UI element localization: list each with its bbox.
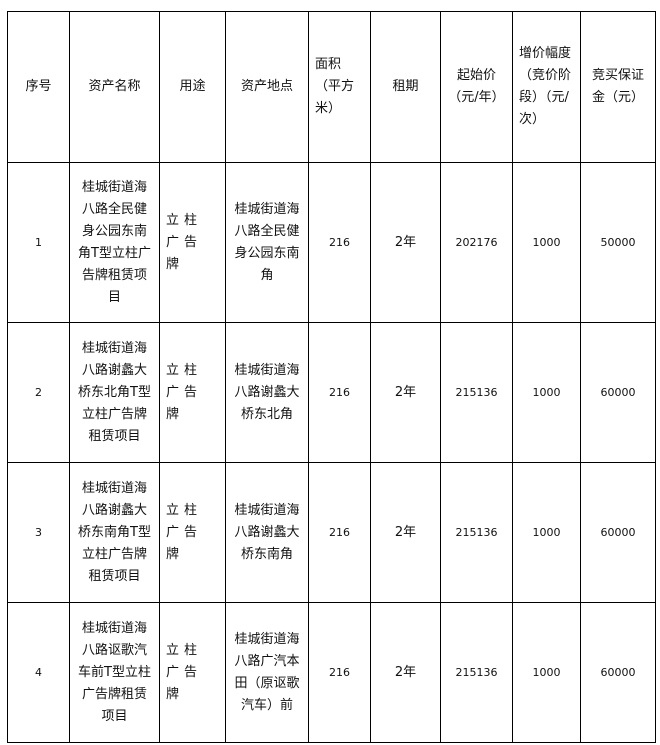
cell-area: 216 [308, 162, 371, 323]
cell-increment: 1000 [512, 322, 581, 463]
cell-deposit: 60000 [580, 322, 656, 463]
header-cell: 竞买保证金（元） [580, 11, 656, 163]
cell-deposit: 60000 [580, 602, 656, 743]
cell-location: 桂城街道海八路广汽本田（原讴歌汽车）前 [225, 602, 309, 743]
header-cell: 租期 [370, 11, 441, 163]
cell-deposit: 50000 [580, 162, 656, 323]
cell-start-price: 215136 [440, 602, 513, 743]
cell-start-price: 215136 [440, 322, 513, 463]
cell-use: 立柱广告牌 [159, 602, 226, 743]
cell-deposit: 60000 [580, 462, 656, 603]
cell-name: 桂城街道海八路谢蠡大桥东北角T型立柱广告牌租赁项目 [69, 322, 160, 463]
cell-start-price: 215136 [440, 462, 513, 603]
cell-term: 2年 [370, 322, 441, 463]
table-row: 4 桂城街道海八路讴歌汽车前T型立柱广告牌租赁项目 立柱广告牌 桂城街道海八路广… [7, 602, 656, 743]
cell-start-price: 202176 [440, 162, 513, 323]
cell-name: 桂城街道海八路讴歌汽车前T型立柱广告牌租赁项目 [69, 602, 160, 743]
header-cell: 序号 [7, 11, 70, 163]
cell-term: 2年 [370, 602, 441, 743]
cell-term: 2年 [370, 462, 441, 603]
header-cell: 资产地点 [225, 11, 309, 163]
cell-location: 桂城街道海八路谢蠡大桥东南角 [225, 462, 309, 603]
cell-increment: 1000 [512, 602, 581, 743]
cell-term: 2年 [370, 162, 441, 323]
cell-no: 2 [7, 322, 70, 463]
cell-use: 立柱广告牌 [159, 462, 226, 603]
header-cell: 起始价（元/年） [440, 11, 513, 163]
header-cell: 资产名称 [69, 11, 160, 163]
table-row: 3 桂城街道海八路谢蠡大桥东南角T型立柱广告牌租赁项目 立柱广告牌 桂城街道海八… [7, 462, 656, 603]
cell-location: 桂城街道海八路谢蠡大桥东北角 [225, 322, 309, 463]
cell-increment: 1000 [512, 162, 581, 323]
cell-area: 216 [308, 322, 371, 463]
cell-no: 4 [7, 602, 70, 743]
header-cell: 用途 [159, 11, 226, 163]
cell-increment: 1000 [512, 462, 581, 603]
header-cell: 面积（平方米） [308, 11, 371, 163]
cell-no: 3 [7, 462, 70, 603]
cell-use: 立柱广告牌 [159, 162, 226, 323]
cell-location: 桂城街道海八路全民健身公园东南角 [225, 162, 309, 323]
cell-name: 桂城街道海八路谢蠡大桥东南角T型立柱广告牌租赁项目 [69, 462, 160, 603]
header-row: 序号 资产名称 用途 资产地点 面积（平方米） 租期 起始价（元/年） 增价幅度… [7, 11, 656, 163]
table-row: 1 桂城街道海八路全民健身公园东南角T型立柱广告牌租赁项目 立柱广告牌 桂城街道… [7, 162, 656, 323]
table-row: 2 桂城街道海八路谢蠡大桥东北角T型立柱广告牌租赁项目 立柱广告牌 桂城街道海八… [7, 322, 656, 463]
cell-name: 桂城街道海八路全民健身公园东南角T型立柱广告牌租赁项目 [69, 162, 160, 323]
cell-area: 216 [308, 462, 371, 603]
cell-area: 216 [308, 602, 371, 743]
header-cell: 增价幅度（竞价阶段）（元/次） [512, 11, 581, 163]
cell-no: 1 [7, 162, 70, 323]
cell-use: 立柱广告牌 [159, 322, 226, 463]
asset-table: 序号 资产名称 用途 资产地点 面积（平方米） 租期 起始价（元/年） 增价幅度… [7, 11, 656, 743]
